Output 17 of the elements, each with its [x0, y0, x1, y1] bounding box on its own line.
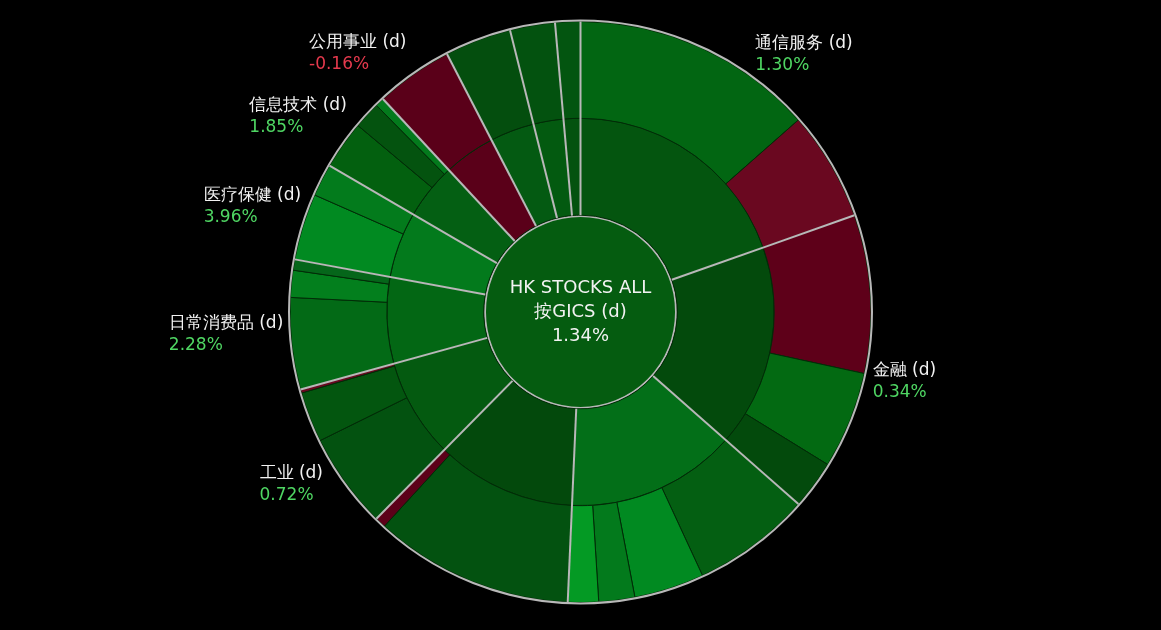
text: 1.30%	[755, 53, 810, 74]
text: 2.28%	[168, 333, 223, 354]
slice-label: 工业 (d)	[259, 462, 323, 483]
text: 1.85%	[249, 115, 304, 136]
text: -0.16%	[309, 53, 370, 74]
text: 1.34%	[551, 323, 610, 345]
text: 0.72%	[259, 484, 314, 505]
text: 0.34%	[872, 381, 927, 402]
slice-label: 信息技术 (d)	[249, 93, 347, 114]
slice-label: 日常消费品 (d)	[168, 311, 284, 332]
text: 3.96%	[203, 206, 258, 227]
slice-label: 公用事业 (d)	[309, 31, 407, 52]
slice-label: 通信服务 (d)	[755, 31, 853, 52]
text: HK STOCKS ALL	[509, 275, 652, 297]
slice-label: 医疗保健 (d)	[203, 184, 302, 205]
slice-label: 金融 (d)	[872, 359, 937, 380]
text: 按GICS (d)	[534, 299, 627, 321]
